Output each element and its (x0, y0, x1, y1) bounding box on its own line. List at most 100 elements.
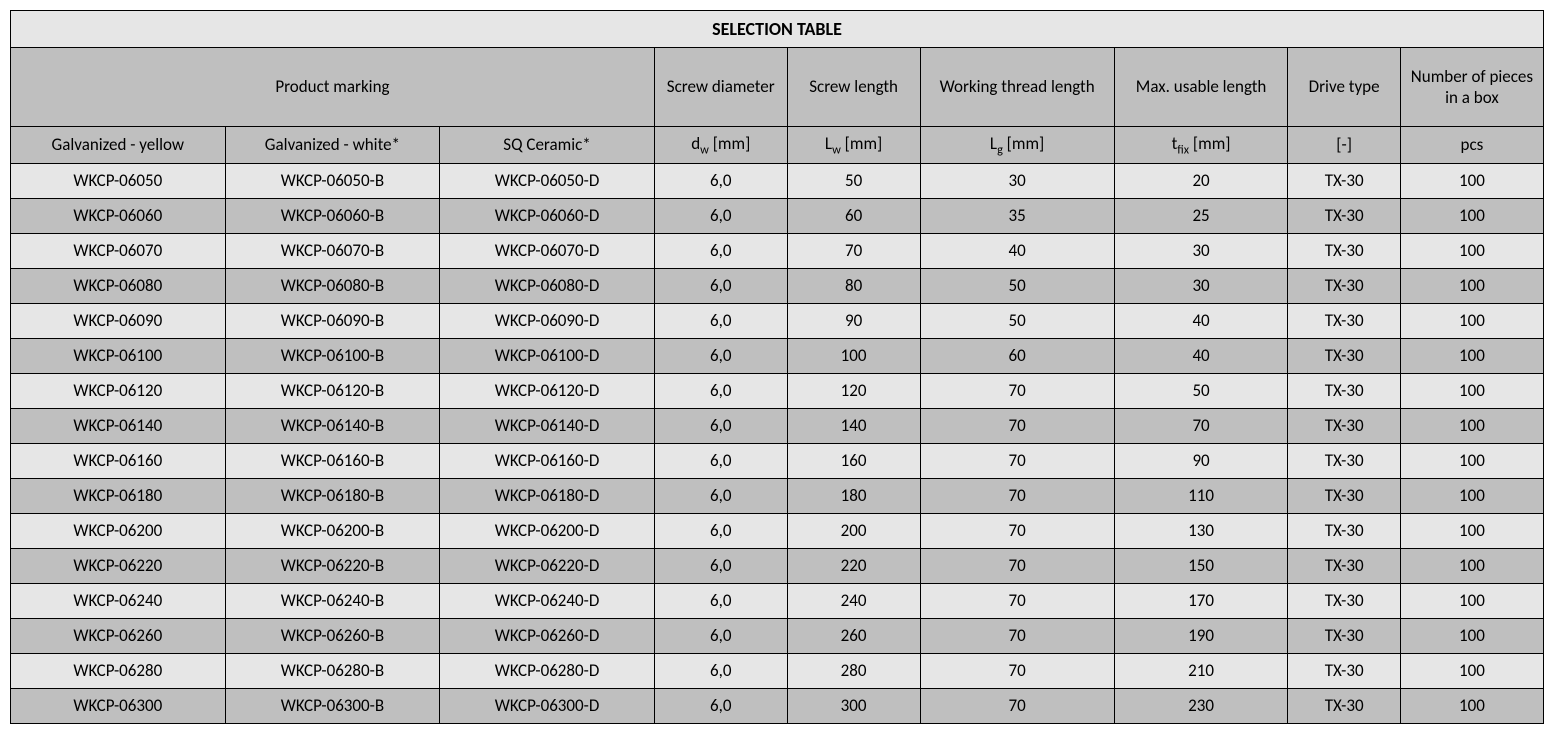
cell-i: 100 (1400, 339, 1543, 374)
cell-f: 70 (920, 444, 1114, 479)
cell-c: WKCP-06070-D (440, 234, 655, 269)
table-row: WKCP-06260WKCP-06260-BWKCP-06260-D6,0260… (11, 619, 1544, 654)
cell-b: WKCP-06080-B (225, 269, 440, 304)
cell-d: 6,0 (654, 549, 787, 584)
cell-d: 6,0 (654, 654, 787, 689)
table-body: WKCP-06050WKCP-06050-BWKCP-06050-D6,0503… (11, 164, 1544, 724)
cell-d: 6,0 (654, 269, 787, 304)
cell-c: WKCP-06240-D (440, 584, 655, 619)
hdr-galv-white: Galvanized - white* (225, 127, 440, 164)
cell-h: TX-30 (1288, 374, 1400, 409)
table-row: WKCP-06060WKCP-06060-BWKCP-06060-D6,0603… (11, 199, 1544, 234)
cell-e: 200 (787, 514, 920, 549)
cell-e: 140 (787, 409, 920, 444)
cell-i: 100 (1400, 514, 1543, 549)
table-row: WKCP-06120WKCP-06120-BWKCP-06120-D6,0120… (11, 374, 1544, 409)
hdr-galv-yellow: Galvanized - yellow (11, 127, 226, 164)
cell-g: 25 (1114, 199, 1288, 234)
cell-h: TX-30 (1288, 304, 1400, 339)
cell-c: WKCP-06280-D (440, 654, 655, 689)
cell-h: TX-30 (1288, 199, 1400, 234)
cell-i: 100 (1400, 234, 1543, 269)
cell-g: 30 (1114, 269, 1288, 304)
cell-h: TX-30 (1288, 479, 1400, 514)
cell-c: WKCP-06060-D (440, 199, 655, 234)
hdr-screw-diameter: Screw diameter (654, 48, 787, 127)
cell-d: 6,0 (654, 444, 787, 479)
cell-i: 100 (1400, 199, 1543, 234)
cell-c: WKCP-06180-D (440, 479, 655, 514)
cell-i: 100 (1400, 444, 1543, 479)
table-row: WKCP-06070WKCP-06070-BWKCP-06070-D6,0704… (11, 234, 1544, 269)
cell-g: 210 (1114, 654, 1288, 689)
cell-e: 240 (787, 584, 920, 619)
cell-c: WKCP-06100-D (440, 339, 655, 374)
cell-d: 6,0 (654, 689, 787, 724)
cell-d: 6,0 (654, 514, 787, 549)
cell-h: TX-30 (1288, 654, 1400, 689)
cell-c: WKCP-06120-D (440, 374, 655, 409)
cell-b: WKCP-06100-B (225, 339, 440, 374)
cell-c: WKCP-06090-D (440, 304, 655, 339)
hdr-pieces-in-box: Number of pieces in a box (1400, 48, 1543, 127)
cell-e: 70 (787, 234, 920, 269)
cell-g: 150 (1114, 549, 1288, 584)
cell-h: TX-30 (1288, 409, 1400, 444)
cell-c: WKCP-06300-D (440, 689, 655, 724)
cell-a: WKCP-06260 (11, 619, 226, 654)
cell-a: WKCP-06120 (11, 374, 226, 409)
cell-g: 30 (1114, 234, 1288, 269)
cell-e: 220 (787, 549, 920, 584)
cell-d: 6,0 (654, 234, 787, 269)
cell-c: WKCP-06220-D (440, 549, 655, 584)
table-row: WKCP-06100WKCP-06100-BWKCP-06100-D6,0 100… (11, 339, 1544, 374)
cell-a: WKCP-06050 (11, 164, 226, 199)
cell-c: WKCP-06050-D (440, 164, 655, 199)
cell-g: 40 (1114, 339, 1288, 374)
cell-b: WKCP-06160-B (225, 444, 440, 479)
hdr-pcs: pcs (1400, 127, 1543, 164)
cell-a: WKCP-06280 (11, 654, 226, 689)
cell-a: WKCP-06080 (11, 269, 226, 304)
cell-i: 100 (1400, 654, 1543, 689)
cell-b: WKCP-06300-B (225, 689, 440, 724)
cell-b: WKCP-06050-B (225, 164, 440, 199)
cell-b: WKCP-06070-B (225, 234, 440, 269)
cell-a: WKCP-06140 (11, 409, 226, 444)
cell-h: TX-30 (1288, 549, 1400, 584)
cell-b: WKCP-06280-B (225, 654, 440, 689)
cell-g: 90 (1114, 444, 1288, 479)
cell-e: 50 (787, 164, 920, 199)
cell-i: 100 (1400, 549, 1543, 584)
cell-e: 300 (787, 689, 920, 724)
cell-f: 70 (920, 479, 1114, 514)
cell-f: 70 (920, 654, 1114, 689)
cell-e: 180 (787, 479, 920, 514)
cell-h: TX-30 (1288, 164, 1400, 199)
cell-c: WKCP-06200-D (440, 514, 655, 549)
cell-c: WKCP-06080-D (440, 269, 655, 304)
cell-a: WKCP-06100 (11, 339, 226, 374)
cell-c: WKCP-06260-D (440, 619, 655, 654)
cell-i: 100 (1400, 584, 1543, 619)
cell-b: WKCP-06090-B (225, 304, 440, 339)
table-title: SELECTION TABLE (11, 11, 1544, 48)
cell-g: 190 (1114, 619, 1288, 654)
cell-f: 40 (920, 234, 1114, 269)
cell-d: 6,0 (654, 339, 787, 374)
cell-g: 50 (1114, 374, 1288, 409)
hdr-working-thread-length: Working thread length (920, 48, 1114, 127)
cell-b: WKCP-06220-B (225, 549, 440, 584)
hdr-screw-length: Screw length (787, 48, 920, 127)
cell-g: 110 (1114, 479, 1288, 514)
table-row: WKCP-06090WKCP-06090-BWKCP-06090-D6,0905… (11, 304, 1544, 339)
cell-a: WKCP-06300 (11, 689, 226, 724)
cell-f: 70 (920, 514, 1114, 549)
cell-b: WKCP-06200-B (225, 514, 440, 549)
cell-f: 35 (920, 199, 1114, 234)
cell-i: 100 (1400, 304, 1543, 339)
cell-d: 6,0 (654, 409, 787, 444)
table-row: WKCP-06280WKCP-06280-BWKCP-06280-D6,0280… (11, 654, 1544, 689)
cell-h: TX-30 (1288, 619, 1400, 654)
cell-e: 90 (787, 304, 920, 339)
